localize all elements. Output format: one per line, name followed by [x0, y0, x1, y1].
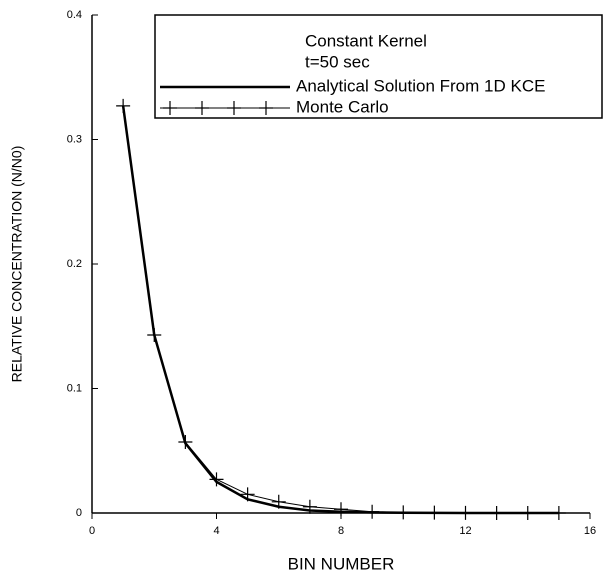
legend-label: Analytical Solution From 1D KCE	[296, 76, 545, 95]
marker-shape	[427, 505, 442, 520]
marker-shape	[195, 101, 209, 115]
x-tick-label: 16	[584, 525, 596, 537]
legend-label: Monte Carlo	[296, 97, 389, 116]
x-tick-label: 12	[459, 525, 471, 537]
y-tick-label: 0.3	[67, 133, 82, 145]
marker	[271, 494, 286, 509]
marker-shape	[396, 505, 411, 520]
x-tick-label: 8	[338, 525, 344, 537]
marker	[302, 499, 317, 514]
marker	[520, 506, 535, 520]
marker	[195, 101, 209, 115]
marker	[116, 98, 131, 113]
marker	[178, 435, 193, 450]
marker-shape	[271, 494, 286, 509]
marker	[365, 504, 380, 519]
marker	[147, 327, 162, 342]
marker-shape	[259, 101, 273, 115]
marker-shape	[163, 101, 177, 115]
legend: Constant Kernel t=50 sec Analytical Solu…	[154, 14, 603, 119]
marker-shape	[551, 506, 566, 520]
marker-shape	[116, 98, 131, 113]
x-tick-label: 4	[213, 525, 219, 537]
marker-shape	[520, 506, 535, 520]
y-axis-label: RELATIVE CONCENTRATION (N/N0)	[9, 146, 25, 383]
legend-title: Constant Kernel	[305, 31, 427, 50]
marker	[427, 505, 442, 520]
y-tick-label: 0.1	[67, 382, 82, 394]
series-line	[122, 105, 559, 514]
marker	[489, 506, 504, 520]
marker	[240, 487, 255, 502]
marker-shape	[302, 499, 317, 514]
series-line	[121, 105, 559, 515]
marker-shape	[489, 506, 504, 520]
x-tick-label: 0	[89, 525, 95, 537]
marker	[163, 101, 177, 115]
y-tick-label: 0	[76, 507, 82, 519]
marker	[259, 101, 273, 115]
marker-shape	[227, 101, 241, 115]
marker-shape	[209, 472, 224, 487]
marker	[551, 506, 566, 520]
marker-shape	[147, 327, 162, 342]
marker-shape	[240, 487, 255, 502]
x-axis-label: BIN NUMBER	[288, 554, 395, 573]
marker	[209, 472, 224, 487]
y-tick-label: 0.4	[67, 9, 82, 21]
y-tick-label: 0.2	[67, 258, 82, 270]
legend-subtitle: t=50 sec	[305, 52, 370, 71]
marker-shape	[178, 435, 193, 450]
marker	[396, 505, 411, 520]
marker	[227, 101, 241, 115]
legend-box	[154, 14, 603, 119]
marker-shape	[365, 504, 380, 519]
